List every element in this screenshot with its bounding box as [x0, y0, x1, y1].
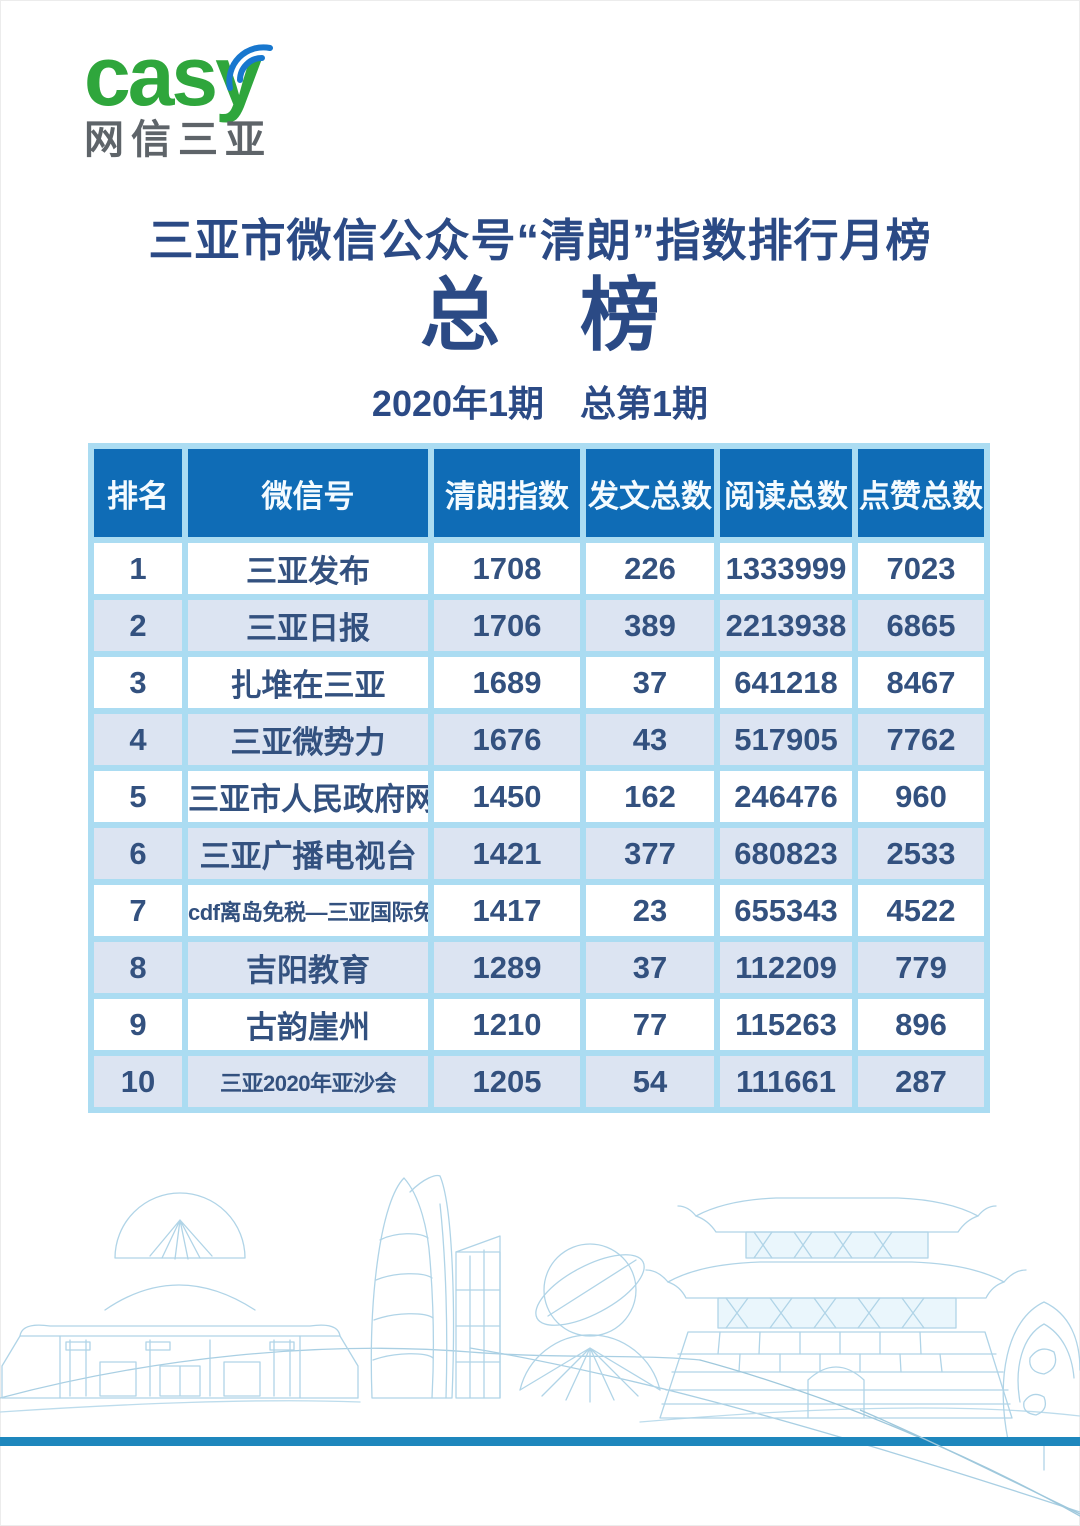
posts-total-cell: 43 [586, 714, 714, 765]
account-name-cell: 三亚日报 [188, 600, 428, 651]
issue-line: 2020年1期 总第1期 [371, 383, 709, 424]
site-logo: casy 网信三亚 [84, 34, 344, 160]
likes-total-cell: 7762 [858, 714, 984, 765]
likes-total-cell: 4522 [858, 885, 984, 936]
page-title: 三亚市微信公众号“清朗”指数排行月榜 [148, 215, 932, 266]
column-header: 点赞总数 [858, 449, 984, 537]
account-name-cell: cdf离岛免税—三亚国际免税城 [188, 885, 428, 936]
qinglang-index-cell: 1289 [434, 942, 580, 993]
reads-total-cell: 246476 [720, 771, 852, 822]
reads-total-cell: 641218 [720, 657, 852, 708]
globe-sculpture [519, 1243, 661, 1403]
table-row: 4 三亚微势力 1676 43 517905 7762 [94, 714, 984, 765]
rank-cell: 7 [94, 885, 182, 936]
reads-total-cell: 680823 [720, 828, 852, 879]
qinglang-index-cell: 1708 [434, 543, 580, 594]
rank-cell: 9 [94, 999, 182, 1050]
table-body: 1 三亚发布 1708 226 1333999 7023 2 三亚日报 1706 389 22139… [94, 543, 984, 1107]
qinglang-index-cell: 1689 [434, 657, 580, 708]
account-name-cell: 扎堆在三亚 [188, 657, 428, 708]
table-row: 5 三亚市人民政府网 1450 162 246476 960 [94, 771, 984, 822]
reads-total-cell: 1333999 [720, 543, 852, 594]
qinglang-index-cell: 1205 [434, 1056, 580, 1107]
rank-cell: 8 [94, 942, 182, 993]
likes-total-cell: 779 [858, 942, 984, 993]
qinglang-index-cell: 1210 [434, 999, 580, 1050]
main-heading: 总 榜 [420, 271, 660, 360]
museum-building [1, 1192, 359, 1399]
rank-cell: 5 [94, 771, 182, 822]
column-header: 排名 [94, 449, 182, 537]
column-header: 微信号 [188, 449, 428, 537]
likes-total-cell: 7023 [858, 543, 984, 594]
table-row: 6 三亚广播电视台 1421 377 680823 2533 [94, 828, 984, 879]
table-row: 1 三亚发布 1708 226 1333999 7023 [94, 543, 984, 594]
likes-total-cell: 2533 [858, 828, 984, 879]
rank-cell: 4 [94, 714, 182, 765]
account-name-cell: 三亚发布 [188, 543, 428, 594]
wifi-signal-icon [226, 44, 273, 91]
account-name-cell: 三亚2020年亚沙会 [188, 1056, 428, 1107]
column-header: 阅读总数 [720, 449, 852, 537]
logo-brand-text: casy [84, 29, 262, 123]
phoenix-towers [370, 1174, 501, 1399]
logo-subtitle: 网信三亚 [84, 118, 272, 162]
posts-total-cell: 226 [586, 543, 714, 594]
posts-total-cell: 37 [586, 942, 714, 993]
column-header: 发文总数 [586, 449, 714, 537]
rank-cell: 3 [94, 657, 182, 708]
reads-total-cell: 655343 [720, 885, 852, 936]
reads-total-cell: 112209 [720, 942, 852, 993]
sanya-skyline-illustration [0, 1174, 1080, 1517]
likes-total-cell: 287 [858, 1056, 984, 1107]
reads-total-cell: 111661 [720, 1056, 852, 1107]
bottom-stripe [0, 1437, 1080, 1446]
table-row: 9 古韵崖州 1210 77 115263 896 [94, 999, 984, 1050]
posts-total-cell: 37 [586, 657, 714, 708]
table-row: 3 扎堆在三亚 1689 37 641218 8467 [94, 657, 984, 708]
table-row: 8 吉阳教育 1289 37 112209 779 [94, 942, 984, 993]
posts-total-cell: 54 [586, 1056, 714, 1107]
table-row: 2 三亚日报 1706 389 2213938 6865 [94, 600, 984, 651]
rank-cell: 6 [94, 828, 182, 879]
qinglang-index-cell: 1450 [434, 771, 580, 822]
account-name-cell: 三亚市人民政府网 [188, 771, 428, 822]
rank-cell: 2 [94, 600, 182, 651]
column-header: 清朗指数 [434, 449, 580, 537]
account-name-cell: 三亚广播电视台 [188, 828, 428, 879]
reads-total-cell: 2213938 [720, 600, 852, 651]
account-name-cell: 三亚微势力 [188, 714, 428, 765]
posts-total-cell: 377 [586, 828, 714, 879]
likes-total-cell: 8467 [858, 657, 984, 708]
tree-sculptures [1002, 1301, 1080, 1471]
qinglang-index-cell: 1417 [434, 885, 580, 936]
likes-total-cell: 896 [858, 999, 984, 1050]
qinglang-index-cell: 1706 [434, 600, 580, 651]
account-name-cell: 古韵崖州 [188, 999, 428, 1050]
reads-total-cell: 517905 [720, 714, 852, 765]
qinglang-index-cell: 1676 [434, 714, 580, 765]
qinglang-index-cell: 1421 [434, 828, 580, 879]
likes-total-cell: 960 [858, 771, 984, 822]
posts-total-cell: 162 [586, 771, 714, 822]
likes-total-cell: 6865 [858, 600, 984, 651]
table-header-row: 排名 微信号 清朗指数 发文总数 阅读总数 点赞总数 [94, 449, 984, 537]
rank-cell: 1 [94, 543, 182, 594]
ranking-table: 排名 微信号 清朗指数 发文总数 阅读总数 点赞总数 1 三亚发布 1708 226 133399… [88, 443, 990, 1113]
rank-cell: 10 [94, 1056, 182, 1107]
account-name-cell: 吉阳教育 [188, 942, 428, 993]
reads-total-cell: 115263 [720, 999, 852, 1050]
posts-total-cell: 389 [586, 600, 714, 651]
posts-total-cell: 23 [586, 885, 714, 936]
gate-tower [645, 1197, 1027, 1419]
posts-total-cell: 77 [586, 999, 714, 1050]
table-row: 10 三亚2020年亚沙会 1205 54 111661 287 [94, 1056, 984, 1107]
